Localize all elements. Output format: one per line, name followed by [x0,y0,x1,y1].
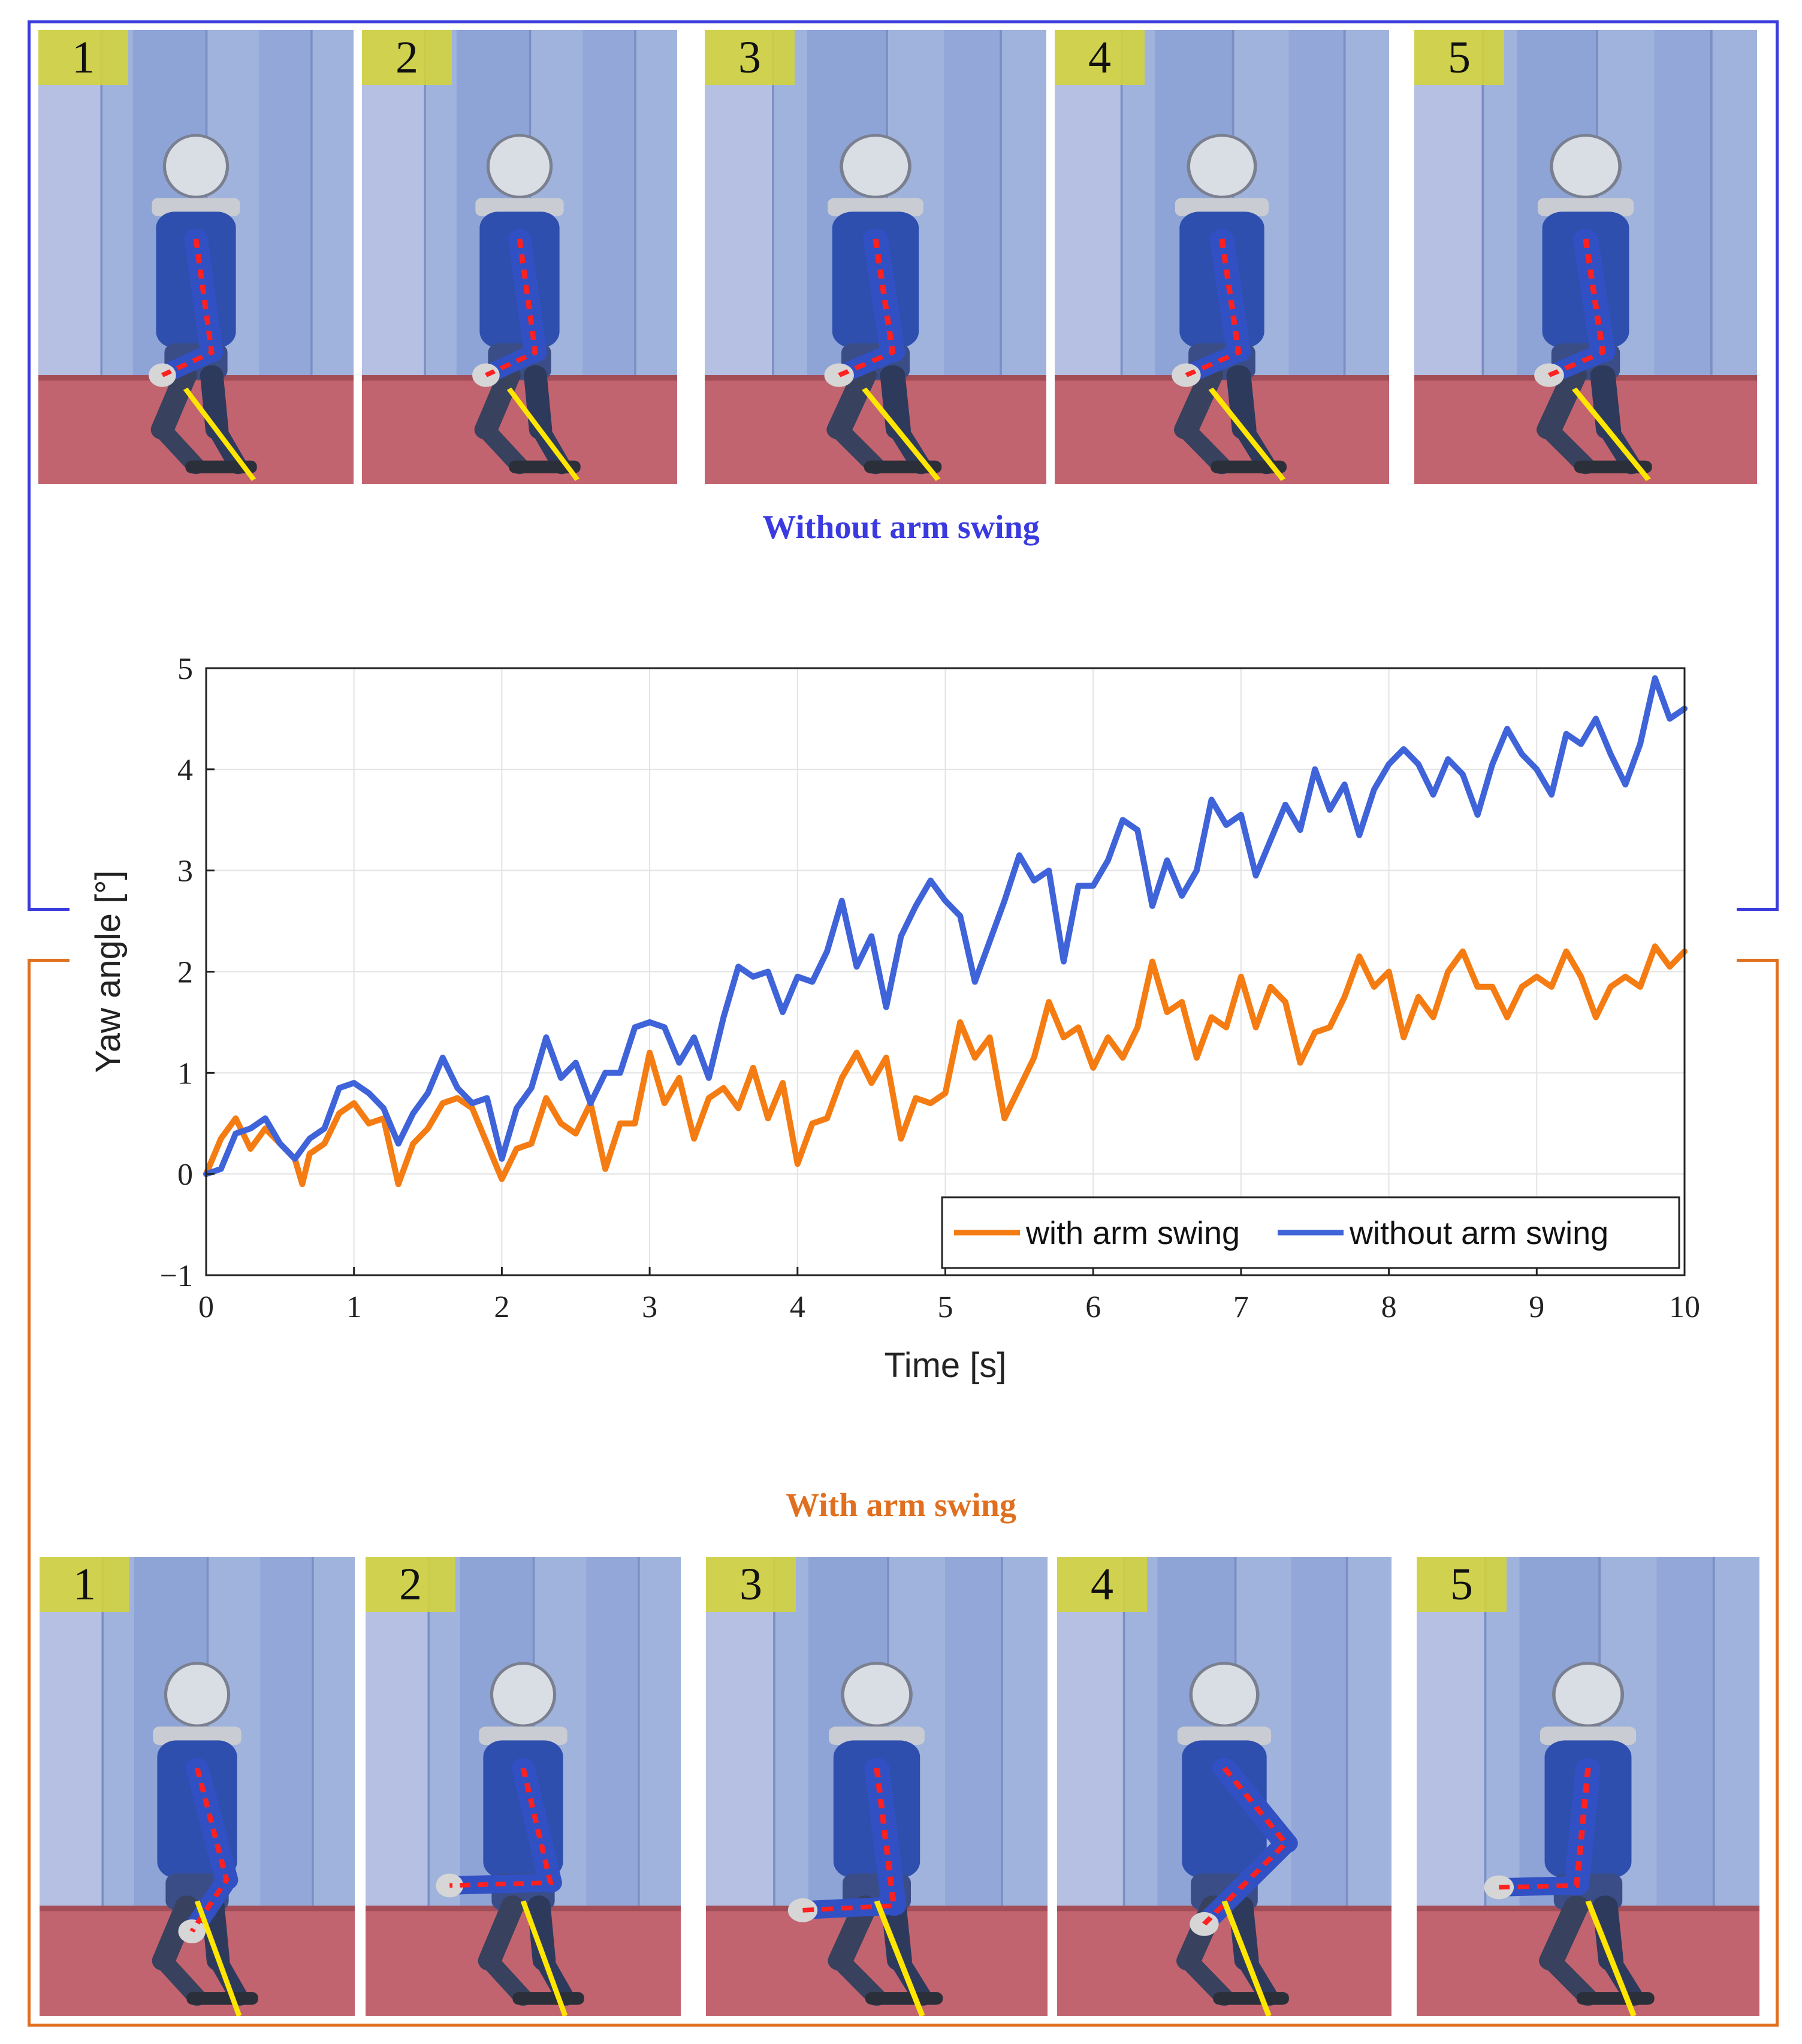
x-tick-label: 1 [346,1290,362,1324]
with-swing-frame-5: 5 [1417,1557,1759,2016]
bottom-bracket [28,959,1779,2027]
without-swing-frame-1: 1 [38,30,354,484]
x-tick-label: 5 [938,1290,953,1324]
with-swing-frame-1: 1 [40,1557,355,2016]
legend-label-with-arm-swing: with arm swing [1025,1215,1240,1251]
y-tick-label: 2 [177,956,193,990]
top-bracket-foot-left [28,908,70,911]
x-tick-label: 6 [1085,1290,1101,1324]
without-swing-frame-number: 1 [38,30,128,85]
with-swing-frame-4: 4 [1057,1557,1392,2016]
without-swing-frame-number: 4 [1055,30,1145,85]
y-tick-label: −1 [160,1259,193,1293]
x-tick-label: 8 [1381,1290,1397,1324]
y-tick-label: 0 [177,1158,193,1192]
y-tick-label: 4 [177,753,193,787]
x-tick-label: 3 [642,1290,657,1324]
bottom-bracket-cap-left [28,959,70,962]
x-tick-label: 10 [1669,1290,1700,1324]
with-swing-frame-2: 2 [366,1557,681,2016]
with-swing-frame-number: 5 [1417,1557,1507,1612]
y-tick-label: 3 [177,855,193,889]
with-swing-frame-number: 2 [366,1557,455,1612]
without-swing-frame-4: 4 [1055,30,1389,484]
series-line-with-arm-swing [203,943,1688,1187]
chart-grid [206,668,1685,1276]
caption-with-arm-swing: With arm swing [786,1487,1016,1524]
without-swing-frame-3: 3 [705,30,1046,484]
without-swing-frame-number: 3 [705,30,795,85]
x-axis-label: Time [s] [884,1346,1006,1385]
without-swing-frame-number: 5 [1414,30,1504,85]
caption-without-arm-swing: Without arm swing [762,509,1040,546]
series-line-without-arm-swing [203,675,1688,1178]
without-swing-frame-number: 2 [362,30,452,85]
x-tick-label: 7 [1233,1290,1249,1324]
with-swing-frame-number: 1 [40,1557,129,1612]
x-tick-label: 2 [494,1290,509,1324]
without-swing-frame-5: 5 [1414,30,1757,484]
with-swing-frame-number: 3 [706,1557,796,1612]
chart-series [203,675,1688,1187]
without-swing-frame-2: 2 [362,30,677,484]
y-tick-label: 5 [177,652,193,686]
chart-legend: with arm swing without arm swing [941,1196,1680,1269]
y-axis-label: Yaw angle [°] [89,870,128,1073]
legend-label-without-arm-swing: without arm swing [1349,1215,1608,1251]
y-tick-label: 1 [177,1056,193,1091]
bottom-bracket-cap-right [1737,959,1779,962]
x-tick-label: 0 [198,1290,214,1324]
with-swing-frame-number: 4 [1057,1557,1147,1612]
x-tick-label: 4 [790,1290,805,1324]
with-swing-frame-3: 3 [706,1557,1048,2016]
top-bracket [28,20,1779,911]
x-tick-label: 9 [1529,1290,1544,1324]
top-bracket-foot-right [1737,908,1779,911]
